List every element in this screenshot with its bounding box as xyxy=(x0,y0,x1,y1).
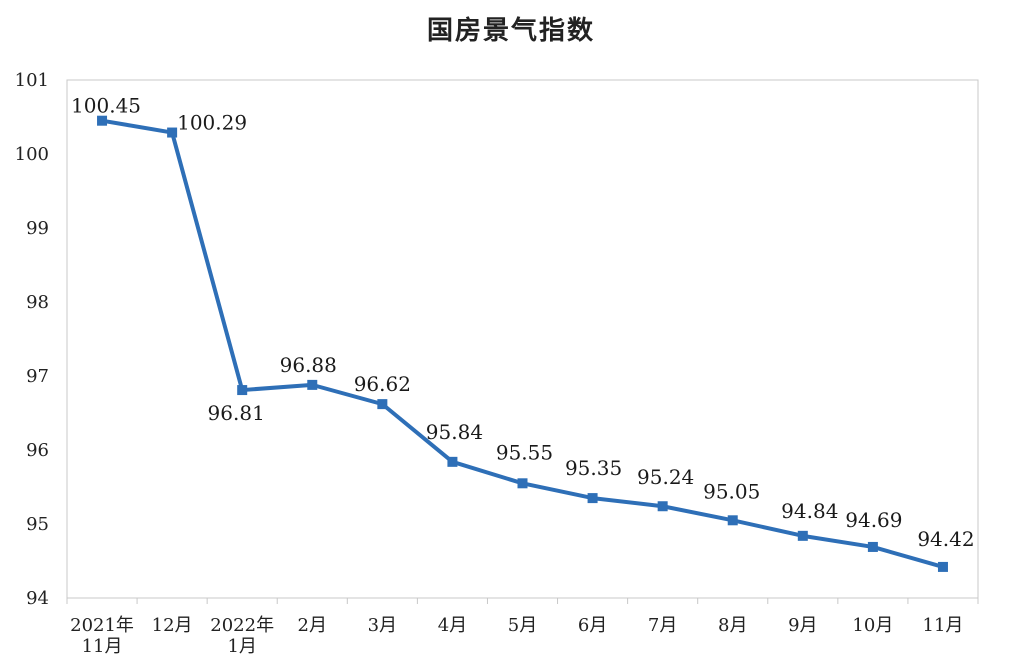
data-point-marker xyxy=(167,127,178,138)
y-tick-label: 96 xyxy=(26,440,49,461)
x-tick-label: 9月 xyxy=(788,615,817,636)
data-label: 96.81 xyxy=(208,401,265,425)
x-tick-label: 2月 xyxy=(298,615,327,636)
y-axis: 94 95 96 97 98 99 100 101 xyxy=(15,70,49,609)
data-point-marker xyxy=(657,501,668,512)
x-tick-label: 3月 xyxy=(368,615,397,636)
x-tick-label: 2021年 xyxy=(70,615,134,636)
data-label: 95.05 xyxy=(703,479,760,503)
x-tick-label: 1月 xyxy=(227,636,256,657)
data-label: 94.84 xyxy=(781,499,838,523)
chart-title: 国房景气指数 xyxy=(426,16,595,46)
data-point-marker xyxy=(97,115,108,126)
data-label: 100.45 xyxy=(71,94,141,118)
x-tick-label: 8月 xyxy=(718,615,747,636)
x-tick-label: 5月 xyxy=(508,615,537,636)
data-point-marker xyxy=(867,541,878,552)
data-label: 95.35 xyxy=(565,456,622,480)
plot-area-border xyxy=(66,79,979,599)
data-point-marker xyxy=(447,456,458,467)
data-label: 95.84 xyxy=(426,420,483,444)
data-label: 94.42 xyxy=(917,527,974,551)
data-point-marker xyxy=(797,530,808,541)
x-tick-label: 11月 xyxy=(82,636,123,657)
y-tick-label: 100 xyxy=(15,144,49,165)
data-point-marker xyxy=(377,399,388,410)
x-tick-label: 10月 xyxy=(852,615,893,636)
data-label: 95.24 xyxy=(637,465,694,489)
y-tick-label: 94 xyxy=(26,588,49,609)
data-label: 94.69 xyxy=(845,508,902,532)
data-label: 96.62 xyxy=(354,372,411,396)
data-point-marker xyxy=(237,385,248,396)
data-markers xyxy=(97,115,948,572)
y-tick-label: 97 xyxy=(26,366,49,387)
data-label: 95.55 xyxy=(496,440,553,464)
data-point-marker xyxy=(587,493,598,504)
y-tick-label: 95 xyxy=(26,514,49,535)
data-point-marker xyxy=(937,561,948,572)
data-label: 100.29 xyxy=(177,111,247,135)
x-tick-label: 6月 xyxy=(578,615,607,636)
data-point-marker xyxy=(727,515,738,526)
x-tick-label: 4月 xyxy=(438,615,467,636)
x-tick-label: 2022年 xyxy=(210,615,274,636)
x-tick-label: 7月 xyxy=(648,615,677,636)
y-tick-label: 99 xyxy=(26,218,49,239)
y-tick-label: 101 xyxy=(15,70,49,91)
x-tick-label: 11月 xyxy=(923,615,964,636)
data-point-marker xyxy=(517,478,528,489)
data-point-marker xyxy=(307,379,318,390)
data-labels: 100.45 100.29 96.81 96.88 96.62 95.84 95.55 95.… xyxy=(71,94,975,551)
y-tick-label: 98 xyxy=(26,292,49,313)
x-tick-label: 12月 xyxy=(152,615,193,636)
data-label: 96.88 xyxy=(280,353,337,377)
